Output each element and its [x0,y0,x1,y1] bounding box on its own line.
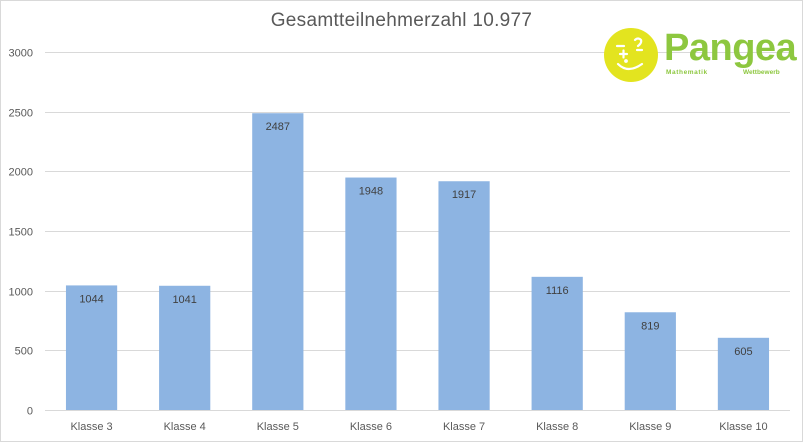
logo-subtitle-left: Mathematik [666,69,708,76]
bar-data-label: 2487 [266,121,290,133]
y-tick-label: 1000 [9,287,33,299]
x-tick-label: Klasse 4 [164,421,206,433]
bar-data-label: 1044 [79,293,103,305]
x-tick-label: Klasse 10 [719,421,767,433]
y-tick-label: 2500 [9,108,33,120]
bar [531,276,583,410]
x-tick-label: Klasse 3 [70,421,112,433]
y-tick-label: 0 [27,406,33,418]
y-tick-label: 1500 [9,227,33,239]
x-tick-label: Klasse 6 [350,421,392,433]
bar-data-label: 1917 [452,189,476,201]
x-tick-label: Klasse 7 [443,421,485,433]
bar [624,312,676,410]
bar [438,181,490,410]
bar [252,113,304,410]
bar-data-label: 819 [641,320,659,332]
y-tick-label: 500 [15,346,33,358]
logo-wordmark: Pangea [664,27,797,69]
bar-data-label: 1041 [172,294,196,306]
bar [65,285,118,410]
y-tick-label: 2000 [9,167,33,179]
bar [159,285,211,410]
logo-smiley-icon [604,28,658,82]
pangea-logo: Pangea Mathematik Wettbewerb [604,27,797,84]
y-tick-label: 3000 [9,48,33,60]
bar-data-label: 1116 [546,285,569,297]
x-tick-label: Klasse 5 [257,421,299,433]
x-tick-label: Klasse 8 [536,421,578,433]
bar [717,337,770,410]
x-tick-label: Klasse 9 [629,421,671,433]
bar-data-label: 605 [734,346,752,358]
chart-title: Gesamtteilnehmerzahl 10.977 [270,10,533,31]
bar-data-label: 1948 [359,186,383,198]
bar [345,177,397,410]
logo-subtitle-right: Wettbewerb [743,69,780,76]
